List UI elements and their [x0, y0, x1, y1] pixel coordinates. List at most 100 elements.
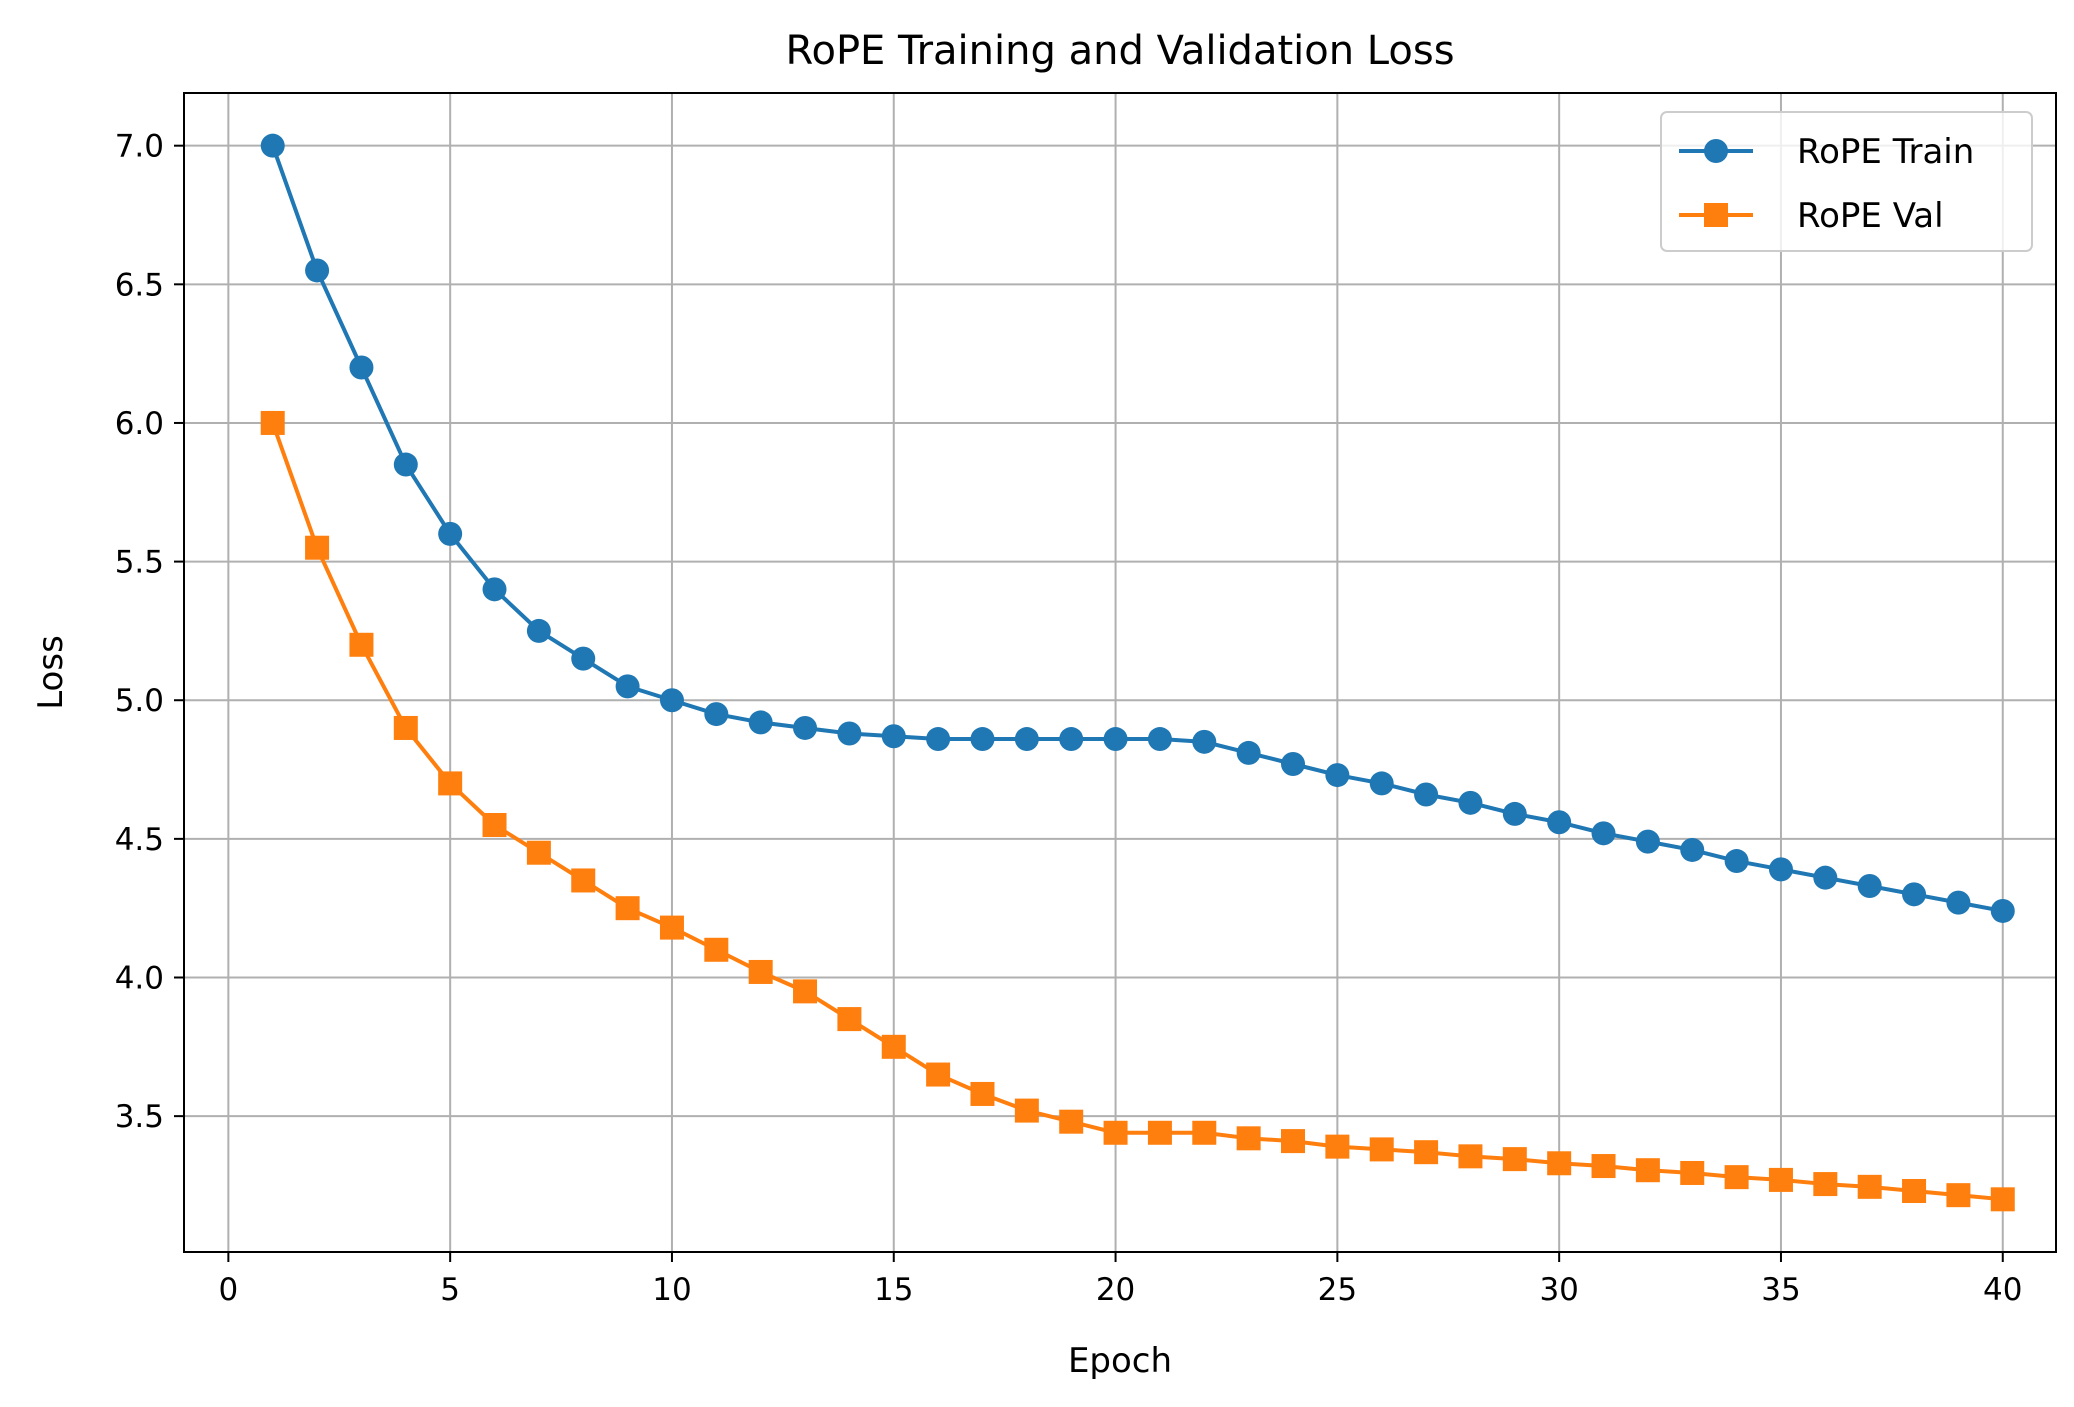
data-point [1591, 1154, 1616, 1179]
data-point [1147, 727, 1172, 752]
data-point [1236, 1126, 1261, 1151]
data-point [1635, 1158, 1660, 1183]
x-tick-label: 40 [1983, 1272, 2022, 1308]
x-tick-label: 20 [1096, 1272, 1135, 1308]
y-tick-label: 5.5 [115, 545, 164, 581]
data-point [1059, 1109, 1084, 1134]
data-point [1857, 874, 1882, 898]
data-point [571, 646, 596, 671]
data-point [1990, 1187, 2015, 1212]
data-point [1591, 821, 1616, 846]
data-point [659, 915, 684, 940]
y-tick-label: 6.0 [115, 406, 164, 442]
data-point [881, 724, 906, 749]
data-point [1990, 898, 2015, 923]
data-point [837, 1007, 862, 1032]
legend-label: RoPE Train [1797, 132, 1974, 172]
x-tick-label: 10 [652, 1272, 691, 1308]
data-point [1325, 1134, 1350, 1159]
data-point [1946, 1183, 1971, 1208]
data-point [1768, 857, 1793, 882]
data-point [1281, 1129, 1306, 1154]
data-point [1813, 1172, 1838, 1197]
data-point [1946, 890, 1971, 915]
data-point [482, 813, 507, 837]
data-point [438, 771, 463, 796]
data-point [1680, 1160, 1705, 1185]
x-axis-label: Epoch [1068, 1341, 1172, 1381]
data-point [748, 959, 773, 984]
data-series [260, 133, 2015, 1212]
data-point [659, 688, 684, 713]
x-tick-label: 15 [874, 1272, 913, 1308]
x-tick-label: 35 [1761, 1272, 1800, 1308]
data-point [837, 721, 862, 746]
series-val [260, 410, 2015, 1212]
data-point [1281, 752, 1306, 776]
data-point [1369, 1137, 1394, 1162]
data-point [349, 632, 374, 657]
data-point [1635, 829, 1660, 854]
data-point [793, 715, 818, 740]
y-tick-label: 4.5 [115, 822, 164, 858]
data-point [1325, 763, 1350, 788]
data-point [1458, 1144, 1483, 1169]
data-point [1192, 729, 1217, 754]
data-point [1547, 810, 1572, 835]
data-point [393, 715, 418, 740]
axis-ticks: 0 5 10 15 20 25 30 35 40 3.5 4.0 4.5 5.0 5.5 6.0 6.5 7.0 [115, 129, 2023, 1308]
data-point [1724, 1165, 1749, 1190]
data-point [1414, 782, 1439, 807]
data-point [1192, 1120, 1217, 1145]
data-point [1103, 727, 1128, 752]
data-point [615, 674, 640, 699]
data-point [482, 577, 507, 602]
data-point [1902, 1179, 1927, 1203]
data-point [1059, 727, 1084, 752]
data-point [349, 355, 374, 380]
data-point [526, 840, 551, 865]
data-point [526, 618, 551, 643]
data-point [881, 1034, 906, 1059]
y-axis-label: Loss [31, 635, 71, 710]
legend-item: RoPE Val [1679, 196, 1944, 236]
data-point [1768, 1167, 1793, 1192]
data-point [704, 702, 729, 727]
data-point [1147, 1120, 1172, 1145]
data-point [970, 727, 995, 752]
data-point [571, 868, 596, 893]
data-point [1902, 882, 1927, 907]
data-point [1414, 1140, 1439, 1165]
data-point [1014, 1098, 1039, 1123]
data-point [926, 727, 951, 752]
data-point [1458, 790, 1483, 815]
x-tick-label: 5 [440, 1272, 460, 1308]
axes-frame [183, 92, 2057, 1253]
x-tick-label: 25 [1318, 1272, 1357, 1308]
data-point [1014, 727, 1039, 752]
data-point [1369, 771, 1394, 796]
legend-marker [1704, 203, 1728, 227]
data-point [1547, 1151, 1572, 1176]
data-point [1857, 1174, 1882, 1199]
series-train [260, 133, 2015, 923]
grid-lines [184, 93, 2056, 1252]
x-tick-label: 0 [218, 1272, 238, 1308]
data-point [1680, 837, 1705, 862]
y-tick-label: 4.0 [115, 961, 164, 997]
legend-marker [1704, 139, 1728, 163]
data-point [260, 133, 285, 158]
y-tick-label: 7.0 [115, 129, 164, 165]
data-point [793, 979, 818, 1004]
data-point [1724, 849, 1749, 874]
data-point [1813, 865, 1838, 890]
data-point [615, 896, 640, 921]
data-point [704, 937, 729, 962]
data-point [1103, 1120, 1128, 1145]
data-point [1236, 740, 1261, 765]
data-point [1502, 1147, 1527, 1172]
data-point [438, 521, 463, 546]
x-tick-label: 30 [1539, 1272, 1578, 1308]
series-line [270, 145, 2004, 913]
data-point [1502, 801, 1527, 826]
